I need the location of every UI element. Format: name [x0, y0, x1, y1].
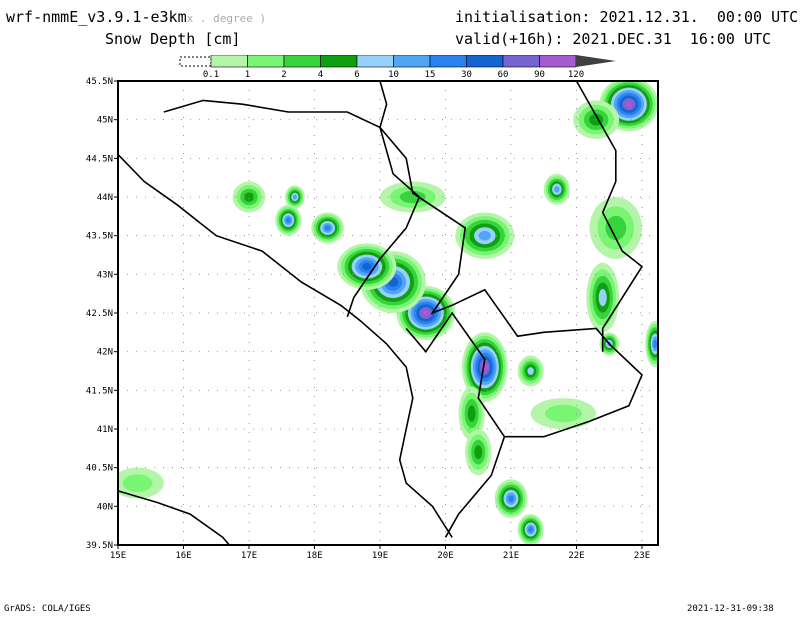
- lat-label: 42N: [97, 348, 113, 358]
- lon-label: 21E: [503, 551, 519, 561]
- snow-depth-contour: [122, 474, 153, 492]
- legend-label: 4: [318, 70, 323, 79]
- lat-label: 41.5N: [86, 386, 113, 396]
- snow-depth-contour: [324, 225, 331, 231]
- adriatic-coastline: [118, 153, 453, 538]
- snow-depth-contour: [605, 215, 627, 241]
- footer-credit: GrADS: COLA/IGES: [4, 604, 91, 614]
- snow-depth-contour: [554, 186, 560, 193]
- lon-label: 22E: [568, 551, 584, 561]
- lon-label: 18E: [306, 551, 322, 561]
- gridlines: [118, 81, 658, 545]
- country-border: [163, 99, 421, 318]
- coastlines-borders: [118, 81, 644, 545]
- snow-depth-contour: [653, 339, 657, 349]
- lat-label: 41N: [97, 425, 113, 435]
- snow-depth-contour: [474, 445, 483, 460]
- lat-label: 39.5N: [86, 541, 113, 551]
- lat-label: 43.5N: [86, 232, 113, 242]
- snow-depth-contour: [422, 309, 430, 317]
- lon-label: 17E: [241, 551, 257, 561]
- legend-overflow-arrow: [576, 55, 616, 67]
- legend-label: 15: [425, 70, 436, 79]
- legend-label: 60: [498, 70, 509, 79]
- lat-label: 42.5N: [86, 309, 113, 319]
- snow-depth-contour: [544, 404, 582, 423]
- legend-label: 0.1: [203, 70, 219, 79]
- lon-label: 15E: [110, 551, 126, 561]
- snow-depth-contour: [467, 405, 476, 422]
- map-plot: 15E 16E 17E 18E 19E 20E 21E 22E 23E 45.5N 45N 44.5N…: [86, 77, 659, 561]
- color-legend: 0.1 1 2 4 6 10 15 30 60 90 120: [179, 55, 616, 79]
- snow-depth-contour: [478, 230, 491, 241]
- unit-hint: x . degree ): [186, 12, 267, 25]
- lat-label: 44.5N: [86, 154, 113, 164]
- valid-time: valid(+16h): 2021.DEC.31 16:00 UTC: [455, 30, 772, 48]
- snow-depth-field: [118, 81, 658, 545]
- legend-label: 90: [534, 70, 545, 79]
- lon-label: 20E: [437, 551, 453, 561]
- snow-depth-contour: [598, 289, 607, 307]
- lat-label: 43N: [97, 270, 113, 280]
- axis-labels: 15E 16E 17E 18E 19E 20E 21E 22E 23E 45.5N 45N 44.5N…: [86, 77, 650, 561]
- snow-depth-contour: [362, 262, 372, 271]
- lon-label: 23E: [634, 551, 650, 561]
- italy-coastline: [118, 490, 230, 545]
- snow-depth-contour: [292, 194, 297, 200]
- legend-label: 6: [354, 70, 359, 79]
- snow-depth-contour: [244, 192, 254, 202]
- initialisation-time: initialisation: 2021.12.31. 00:00 UTC: [455, 8, 799, 26]
- snow-depth-contour: [508, 495, 514, 503]
- footer-timestamp: 2021-12-31-09:38: [687, 604, 774, 614]
- lat-label: 40.5N: [86, 464, 113, 474]
- country-border: [575, 81, 644, 352]
- lat-label: 44N: [97, 193, 113, 203]
- snow-depth-contour: [527, 367, 534, 375]
- field-title: Snow Depth [cm]: [105, 30, 241, 48]
- snow-depth-contour: [625, 100, 633, 108]
- legend-label: 120: [568, 70, 584, 79]
- model-title: wrf-nmmE_v3.9.1-e3kmx . degree ): [6, 8, 266, 26]
- lat-label: 45.5N: [86, 77, 113, 87]
- country-border: [379, 81, 643, 538]
- legend-label: 1: [245, 70, 250, 79]
- snow-depth-contour: [285, 217, 291, 223]
- snow-depth-contour: [399, 190, 426, 204]
- lat-label: 45N: [97, 116, 113, 126]
- lat-label: 40N: [97, 502, 113, 512]
- legend-label: 2: [281, 70, 286, 79]
- snow-depth-contour: [528, 526, 533, 533]
- legend-label: 30: [461, 70, 472, 79]
- lon-label: 19E: [372, 551, 388, 561]
- lon-label: 16E: [175, 551, 191, 561]
- legend-label: 10: [388, 70, 399, 79]
- model-name: wrf-nmmE_v3.9.1-e3km: [6, 8, 187, 26]
- country-border: [405, 311, 506, 438]
